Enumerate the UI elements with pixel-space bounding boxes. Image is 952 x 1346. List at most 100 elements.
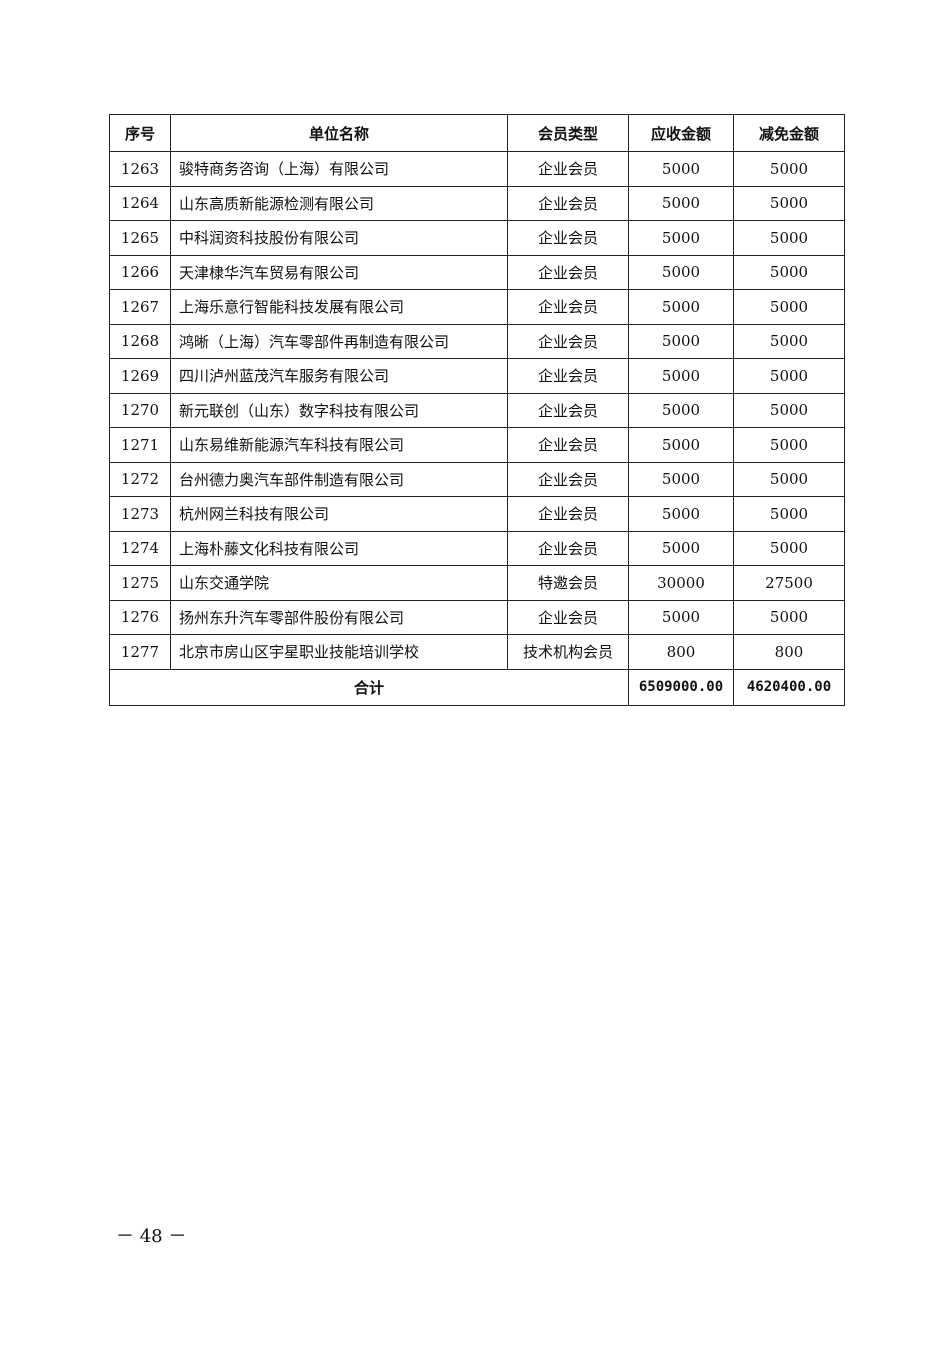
total-row: 合计 6509000.00 4620400.00 <box>109 668 845 706</box>
table-row: 1266 天津棣华汽车贸易有限公司 企业会员 5000 5000 <box>109 254 845 290</box>
table-row: 1272 台州德力奥汽车部件制造有限公司 企业会员 5000 5000 <box>109 461 845 497</box>
page-number: － 48 － <box>116 1226 187 1247</box>
cell-receivable: 5000 <box>628 427 734 463</box>
cell-unit-name: 山东交通学院 <box>170 565 508 601</box>
cell-index: 1274 <box>109 530 171 566</box>
cell-index: 1269 <box>109 358 171 394</box>
cell-receivable: 5000 <box>628 461 734 497</box>
membership-fee-table: 序号 单位名称 会员类型 应收金额 减免金额 1263 骏特商务咨询（上海）有限公… <box>109 114 845 706</box>
cell-member-type: 企业会员 <box>507 496 629 532</box>
cell-unit-name: 鸿晰（上海）汽车零部件再制造有限公司 <box>170 323 508 359</box>
header-unit-name: 单位名称 <box>170 114 508 152</box>
cell-member-type: 企业会员 <box>507 358 629 394</box>
cell-receivable: 5000 <box>628 289 734 325</box>
cell-receivable: 5000 <box>628 254 734 290</box>
cell-unit-name: 台州德力奥汽车部件制造有限公司 <box>170 461 508 497</box>
table-row: 1276 扬州东升汽车零部件股份有限公司 企业会员 5000 5000 <box>109 599 845 635</box>
cell-member-type: 企业会员 <box>507 599 629 635</box>
cell-receivable: 5000 <box>628 185 734 221</box>
cell-member-type: 技术机构会员 <box>507 634 629 670</box>
header-waived: 减免金额 <box>733 114 845 152</box>
table-row: 1270 新元联创（山东）数字科技有限公司 企业会员 5000 5000 <box>109 392 845 428</box>
cell-index: 1268 <box>109 323 171 359</box>
cell-index: 1267 <box>109 289 171 325</box>
cell-member-type: 企业会员 <box>507 220 629 256</box>
table-row: 1273 杭州网兰科技有限公司 企业会员 5000 5000 <box>109 496 845 532</box>
cell-receivable: 5000 <box>628 530 734 566</box>
cell-index: 1276 <box>109 599 171 635</box>
cell-receivable: 5000 <box>628 323 734 359</box>
total-label: 合计 <box>109 668 629 706</box>
table-row: 1274 上海朴藤文化科技有限公司 企业会员 5000 5000 <box>109 530 845 566</box>
cell-unit-name: 中科润资科技股份有限公司 <box>170 220 508 256</box>
cell-index: 1265 <box>109 220 171 256</box>
cell-receivable: 5000 <box>628 392 734 428</box>
cell-member-type: 企业会员 <box>507 254 629 290</box>
cell-waived: 5000 <box>733 185 845 221</box>
cell-member-type: 企业会员 <box>507 392 629 428</box>
table-row: 1264 山东高质新能源检测有限公司 企业会员 5000 5000 <box>109 185 845 221</box>
cell-index: 1264 <box>109 185 171 221</box>
cell-unit-name: 上海乐意行智能科技发展有限公司 <box>170 289 508 325</box>
cell-unit-name: 山东高质新能源检测有限公司 <box>170 185 508 221</box>
cell-index: 1273 <box>109 496 171 532</box>
cell-unit-name: 天津棣华汽车贸易有限公司 <box>170 254 508 290</box>
cell-index: 1277 <box>109 634 171 670</box>
table-row: 1268 鸿晰（上海）汽车零部件再制造有限公司 企业会员 5000 5000 <box>109 323 845 359</box>
cell-index: 1266 <box>109 254 171 290</box>
cell-receivable: 5000 <box>628 599 734 635</box>
cell-unit-name: 新元联创（山东）数字科技有限公司 <box>170 392 508 428</box>
cell-waived: 5000 <box>733 358 845 394</box>
cell-waived: 5000 <box>733 461 845 497</box>
cell-member-type: 企业会员 <box>507 289 629 325</box>
table-row: 1277 北京市房山区宇星职业技能培训学校 技术机构会员 800 800 <box>109 634 845 670</box>
cell-member-type: 企业会员 <box>507 461 629 497</box>
cell-receivable: 5000 <box>628 151 734 187</box>
table-row: 1269 四川泸州蓝茂汽车服务有限公司 企业会员 5000 5000 <box>109 358 845 394</box>
cell-unit-name: 山东易维新能源汽车科技有限公司 <box>170 427 508 463</box>
cell-member-type: 企业会员 <box>507 185 629 221</box>
header-index: 序号 <box>109 114 171 152</box>
cell-receivable: 30000 <box>628 565 734 601</box>
cell-waived: 5000 <box>733 220 845 256</box>
cell-waived: 800 <box>733 634 845 670</box>
cell-unit-name: 四川泸州蓝茂汽车服务有限公司 <box>170 358 508 394</box>
table-row: 1267 上海乐意行智能科技发展有限公司 企业会员 5000 5000 <box>109 289 845 325</box>
cell-waived: 5000 <box>733 392 845 428</box>
cell-member-type: 特邀会员 <box>507 565 629 601</box>
cell-index: 1270 <box>109 392 171 428</box>
cell-waived: 5000 <box>733 599 845 635</box>
cell-waived: 5000 <box>733 323 845 359</box>
cell-member-type: 企业会员 <box>507 530 629 566</box>
cell-receivable: 5000 <box>628 220 734 256</box>
cell-index: 1275 <box>109 565 171 601</box>
cell-waived: 5000 <box>733 530 845 566</box>
cell-waived: 5000 <box>733 254 845 290</box>
cell-receivable: 800 <box>628 634 734 670</box>
cell-waived: 27500 <box>733 565 845 601</box>
cell-waived: 5000 <box>733 151 845 187</box>
table-row: 1265 中科润资科技股份有限公司 企业会员 5000 5000 <box>109 220 845 256</box>
cell-member-type: 企业会员 <box>507 323 629 359</box>
header-member-type: 会员类型 <box>507 114 629 152</box>
cell-index: 1263 <box>109 151 171 187</box>
table-row: 1263 骏特商务咨询（上海）有限公司 企业会员 5000 5000 <box>109 151 845 187</box>
cell-unit-name: 北京市房山区宇星职业技能培训学校 <box>170 634 508 670</box>
cell-waived: 5000 <box>733 496 845 532</box>
cell-unit-name: 骏特商务咨询（上海）有限公司 <box>170 151 508 187</box>
cell-receivable: 5000 <box>628 496 734 532</box>
table-header-row: 序号 单位名称 会员类型 应收金额 减免金额 <box>109 114 845 152</box>
table-row: 1271 山东易维新能源汽车科技有限公司 企业会员 5000 5000 <box>109 427 845 463</box>
cell-index: 1272 <box>109 461 171 497</box>
cell-unit-name: 杭州网兰科技有限公司 <box>170 496 508 532</box>
cell-member-type: 企业会员 <box>507 151 629 187</box>
cell-receivable: 5000 <box>628 358 734 394</box>
cell-unit-name: 扬州东升汽车零部件股份有限公司 <box>170 599 508 635</box>
cell-waived: 5000 <box>733 427 845 463</box>
cell-member-type: 企业会员 <box>507 427 629 463</box>
cell-index: 1271 <box>109 427 171 463</box>
cell-unit-name: 上海朴藤文化科技有限公司 <box>170 530 508 566</box>
header-receivable: 应收金额 <box>628 114 734 152</box>
total-receivable: 6509000.00 <box>628 668 734 706</box>
table-row: 1275 山东交通学院 特邀会员 30000 27500 <box>109 565 845 601</box>
